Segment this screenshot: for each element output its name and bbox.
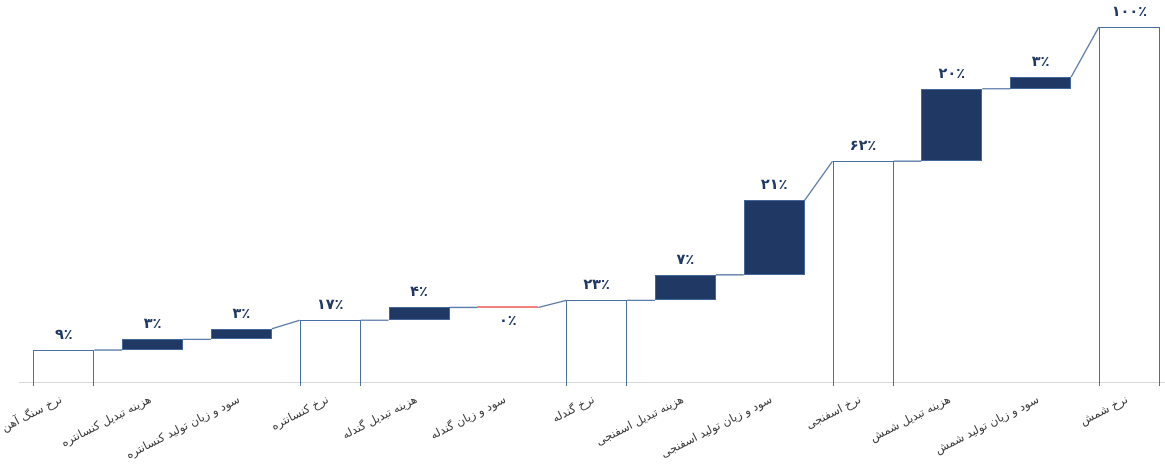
x-axis-line [19, 382, 1165, 383]
total-bar [33, 350, 95, 386]
connector-segment [804, 160, 834, 201]
connector-segment [1070, 26, 1100, 78]
value-label: ۶۲٪ [849, 138, 877, 155]
delta-bar [654, 274, 716, 301]
value-label: ۰٪ [498, 313, 517, 330]
delta-bar [122, 339, 184, 351]
value-label: ۳٪ [143, 316, 162, 333]
connector-segment [271, 319, 300, 330]
value-label: ۳٪ [232, 305, 251, 322]
delta-bar [388, 307, 450, 321]
delta-bar [743, 200, 805, 275]
connector-segment [538, 299, 567, 309]
total-bar [566, 300, 628, 386]
total-bar [299, 320, 361, 386]
value-label: ۱۰۰٪ [1111, 4, 1148, 20]
value-label: ۹٪ [54, 327, 73, 344]
delta-bar [1010, 77, 1072, 89]
value-label: ۲۱٪ [760, 177, 788, 194]
total-bar [1098, 27, 1160, 386]
value-label: ۳٪ [1031, 54, 1050, 71]
total-bar [832, 161, 894, 386]
delta-bar [921, 88, 983, 162]
value-label: ۷٪ [676, 251, 695, 268]
value-label: ۲۰٪ [938, 65, 966, 82]
delta-bar [210, 328, 272, 340]
zero-bar-line [477, 306, 539, 309]
value-label: ۴٪ [410, 284, 428, 301]
value-label: ۲۳٪ [583, 277, 610, 294]
value-label: ۱۷٪ [316, 297, 344, 314]
